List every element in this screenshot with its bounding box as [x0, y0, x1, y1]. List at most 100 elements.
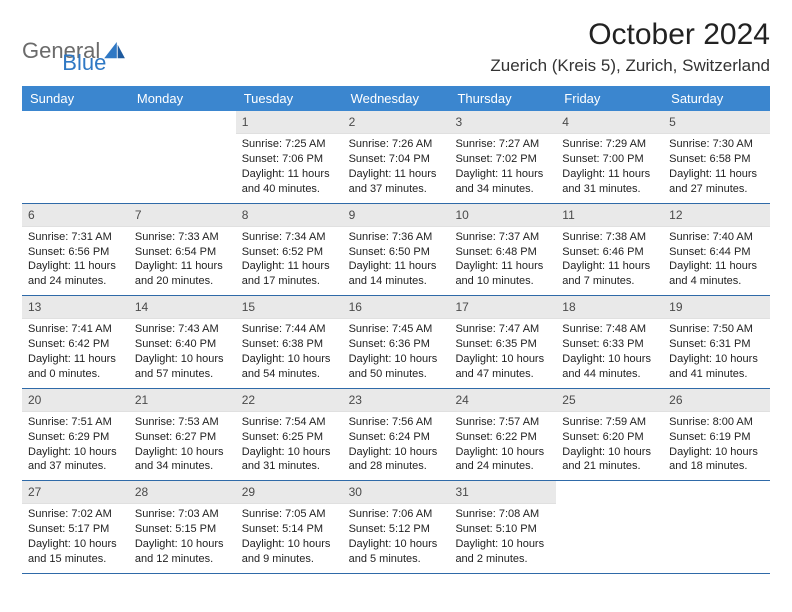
day-daylight: Daylight: 10 hours and 41 minutes. [669, 352, 764, 382]
day-sunset: Sunset: 6:29 PM [28, 430, 123, 445]
day-number: 4 [556, 111, 663, 134]
day-number: 15 [236, 296, 343, 319]
day-sunset: Sunset: 6:24 PM [349, 430, 444, 445]
day-number: 18 [556, 296, 663, 319]
day-daylight: Daylight: 10 hours and 5 minutes. [349, 537, 444, 567]
day-sunrise: Sunrise: 7:57 AM [455, 415, 550, 430]
day-daylight: Daylight: 11 hours and 34 minutes. [455, 167, 550, 197]
day-body: Sunrise: 7:06 AMSunset: 5:12 PMDaylight:… [343, 504, 450, 572]
month-title: October 2024 [490, 18, 770, 52]
day-sunrise: Sunrise: 8:00 AM [669, 415, 764, 430]
day-sunrise: Sunrise: 7:48 AM [562, 322, 657, 337]
day-daylight: Daylight: 11 hours and 0 minutes. [28, 352, 123, 382]
week-row: 6Sunrise: 7:31 AMSunset: 6:56 PMDaylight… [22, 204, 770, 297]
day-body: Sunrise: 7:26 AMSunset: 7:04 PMDaylight:… [343, 134, 450, 202]
day-number: 7 [129, 204, 236, 227]
day-number: 3 [449, 111, 556, 134]
day-sunset: Sunset: 6:40 PM [135, 337, 230, 352]
day-sunrise: Sunrise: 7:02 AM [28, 507, 123, 522]
day-header-row: SundayMondayTuesdayWednesdayThursdayFrid… [22, 86, 770, 111]
day-number: 28 [129, 481, 236, 504]
day-cell: 3Sunrise: 7:27 AMSunset: 7:02 PMDaylight… [449, 111, 556, 203]
day-number: 12 [663, 204, 770, 227]
day-daylight: Daylight: 10 hours and 18 minutes. [669, 445, 764, 475]
day-body: Sunrise: 7:47 AMSunset: 6:35 PMDaylight:… [449, 319, 556, 387]
logo-sail-icon [104, 42, 126, 60]
day-cell [663, 481, 770, 573]
day-cell: 14Sunrise: 7:43 AMSunset: 6:40 PMDayligh… [129, 296, 236, 388]
day-body: Sunrise: 7:54 AMSunset: 6:25 PMDaylight:… [236, 412, 343, 480]
header: General Blue October 2024 Zuerich (Kreis… [22, 18, 770, 76]
day-header: Tuesday [236, 86, 343, 111]
day-cell: 9Sunrise: 7:36 AMSunset: 6:50 PMDaylight… [343, 204, 450, 296]
day-sunrise: Sunrise: 7:36 AM [349, 230, 444, 245]
day-header: Friday [556, 86, 663, 111]
day-sunset: Sunset: 6:33 PM [562, 337, 657, 352]
title-block: October 2024 Zuerich (Kreis 5), Zurich, … [490, 18, 770, 76]
day-cell: 31Sunrise: 7:08 AMSunset: 5:10 PMDayligh… [449, 481, 556, 573]
day-cell: 22Sunrise: 7:54 AMSunset: 6:25 PMDayligh… [236, 389, 343, 481]
day-number: 1 [236, 111, 343, 134]
day-cell: 26 Sunrise: 8:00 AMSunset: 6:19 PMDayligh… [663, 389, 770, 481]
day-cell [556, 481, 663, 573]
day-sunset: Sunset: 7:04 PM [349, 152, 444, 167]
week-row: 13Sunrise: 7:41 AMSunset: 6:42 PMDayligh… [22, 296, 770, 389]
day-body: Sunrise: 7:36 AMSunset: 6:50 PMDaylight:… [343, 227, 450, 295]
day-cell: 7Sunrise: 7:33 AMSunset: 6:54 PMDaylight… [129, 204, 236, 296]
day-sunset: Sunset: 7:00 PM [562, 152, 657, 167]
week-row: 1Sunrise: 7:25 AMSunset: 7:06 PMDaylight… [22, 111, 770, 204]
day-cell: 10Sunrise: 7:37 AMSunset: 6:48 PMDayligh… [449, 204, 556, 296]
day-cell: 5Sunrise: 7:30 AMSunset: 6:58 PMDaylight… [663, 111, 770, 203]
day-cell: 30Sunrise: 7:06 AMSunset: 5:12 PMDayligh… [343, 481, 450, 573]
day-sunset: Sunset: 6:38 PM [242, 337, 337, 352]
day-number: 5 [663, 111, 770, 134]
day-number: 16 [343, 296, 450, 319]
day-sunset: Sunset: 5:12 PM [349, 522, 444, 537]
day-daylight: Daylight: 10 hours and 54 minutes. [242, 352, 337, 382]
day-number: 29 [236, 481, 343, 504]
day-body: Sunrise: 7:34 AMSunset: 6:52 PMDaylight:… [236, 227, 343, 295]
day-number: 25 [556, 389, 663, 412]
day-sunset: Sunset: 6:44 PM [669, 245, 764, 260]
day-body: Sunrise: 7:57 AMSunset: 6:22 PMDaylight:… [449, 412, 556, 480]
day-body: Sunrise: 7:25 AMSunset: 7:06 PMDaylight:… [236, 134, 343, 202]
day-number: 26 [663, 389, 770, 412]
day-header: Monday [129, 86, 236, 111]
day-header: Wednesday [343, 86, 450, 111]
day-daylight: Daylight: 11 hours and 14 minutes. [349, 259, 444, 289]
day-body: Sunrise: 7:29 AMSunset: 7:00 PMDaylight:… [556, 134, 663, 202]
day-body: Sunrise: 7:02 AMSunset: 5:17 PMDaylight:… [22, 504, 129, 572]
day-number: 9 [343, 204, 450, 227]
day-sunrise: Sunrise: 7:59 AM [562, 415, 657, 430]
day-daylight: Daylight: 10 hours and 57 minutes. [135, 352, 230, 382]
day-sunrise: Sunrise: 7:05 AM [242, 507, 337, 522]
day-header: Thursday [449, 86, 556, 111]
day-daylight: Daylight: 10 hours and 12 minutes. [135, 537, 230, 567]
day-body: Sunrise: 7:03 AMSunset: 5:15 PMDaylight:… [129, 504, 236, 572]
day-body: Sunrise: 7:38 AMSunset: 6:46 PMDaylight:… [556, 227, 663, 295]
day-cell: 24Sunrise: 7:57 AMSunset: 6:22 PMDayligh… [449, 389, 556, 481]
day-sunrise: Sunrise: 7:03 AM [135, 507, 230, 522]
day-daylight: Daylight: 10 hours and 31 minutes. [242, 445, 337, 475]
day-cell: 4Sunrise: 7:29 AMSunset: 7:00 PMDaylight… [556, 111, 663, 203]
day-sunrise: Sunrise: 7:33 AM [135, 230, 230, 245]
day-number: 23 [343, 389, 450, 412]
day-sunset: Sunset: 6:56 PM [28, 245, 123, 260]
day-sunrise: Sunrise: 7:26 AM [349, 137, 444, 152]
day-number: 30 [343, 481, 450, 504]
day-cell: 29Sunrise: 7:05 AMSunset: 5:14 PMDayligh… [236, 481, 343, 573]
day-body: Sunrise: 7:56 AMSunset: 6:24 PMDaylight:… [343, 412, 450, 480]
day-cell [129, 111, 236, 203]
day-daylight: Daylight: 10 hours and 37 minutes. [28, 445, 123, 475]
day-sunrise: Sunrise: 7:47 AM [455, 322, 550, 337]
location-text: Zuerich (Kreis 5), Zurich, Switzerland [490, 56, 770, 76]
weeks-container: 1Sunrise: 7:25 AMSunset: 7:06 PMDaylight… [22, 111, 770, 574]
day-sunrise: Sunrise: 7:41 AM [28, 322, 123, 337]
day-body: Sunrise: 7:44 AMSunset: 6:38 PMDaylight:… [236, 319, 343, 387]
day-sunrise: Sunrise: 7:53 AM [135, 415, 230, 430]
day-sunset: Sunset: 6:19 PM [669, 430, 764, 445]
day-daylight: Daylight: 11 hours and 27 minutes. [669, 167, 764, 197]
day-sunset: Sunset: 6:25 PM [242, 430, 337, 445]
day-number: 17 [449, 296, 556, 319]
day-sunrise: Sunrise: 7:51 AM [28, 415, 123, 430]
